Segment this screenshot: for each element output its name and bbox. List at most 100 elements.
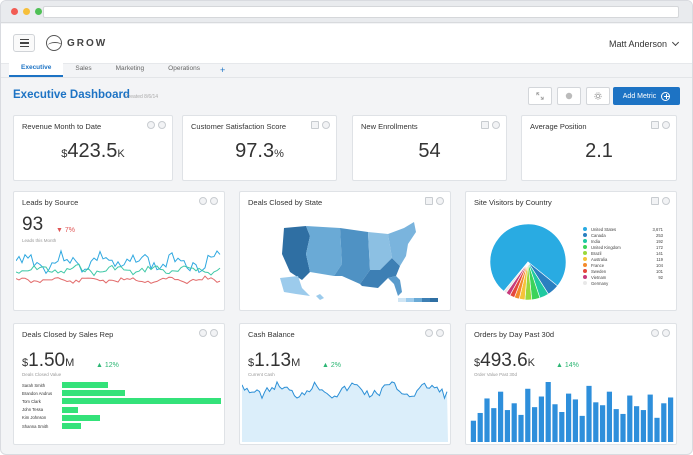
order-bar[interactable]	[477, 412, 483, 442]
rep-row[interactable]: Brandon Andrus	[22, 389, 227, 397]
rep-row[interactable]: Sarah Smith	[22, 381, 227, 389]
order-bar[interactable]	[606, 391, 612, 442]
close-dot[interactable]	[11, 8, 18, 15]
info-icon[interactable]	[662, 329, 670, 337]
order-bar[interactable]	[654, 417, 660, 442]
rep-row[interactable]: Tom Clark	[22, 397, 227, 405]
order-bar[interactable]	[572, 399, 578, 442]
info-icon[interactable]	[662, 121, 670, 129]
us-east-region[interactable]	[388, 222, 416, 266]
leads-card[interactable]: Leads by Source 93 ▼ 7% Leads this Month	[13, 191, 225, 311]
hawaii-region[interactable]	[316, 294, 324, 300]
add-metric-button[interactable]: Add Metric	[613, 87, 680, 105]
address-bar[interactable]	[43, 6, 679, 18]
visitors-card[interactable]: Site Visitors by Country United States 3,…	[465, 191, 677, 311]
database-icon[interactable]	[481, 121, 489, 129]
info-icon[interactable]	[436, 329, 444, 337]
tab-sales[interactable]: Sales	[75, 65, 92, 72]
enrollments-card[interactable]: New Enrollments 54	[352, 115, 507, 181]
order-bar[interactable]	[668, 397, 674, 442]
deals-state-card[interactable]: Deals Closed by State	[239, 191, 451, 311]
info-icon[interactable]	[436, 197, 444, 205]
rep-bar[interactable]	[62, 398, 221, 405]
info-icon[interactable]	[158, 121, 166, 129]
options-icon[interactable]	[651, 329, 659, 337]
pie-slice[interactable]	[503, 261, 529, 294]
pie-slice[interactable]	[489, 223, 567, 292]
order-bar[interactable]	[525, 388, 531, 442]
order-bar[interactable]	[484, 398, 490, 442]
order-bar[interactable]	[579, 415, 585, 442]
rep-bar[interactable]	[62, 390, 125, 397]
order-bar[interactable]	[518, 414, 524, 442]
cash-card[interactable]: Cash Balance $1.13M ▲ 2% Current Cash	[239, 323, 451, 445]
alaska-region[interactable]	[280, 276, 310, 296]
rep-bar[interactable]	[62, 382, 108, 389]
us-mountain-region[interactable]	[306, 226, 342, 276]
order-bar[interactable]	[559, 412, 565, 442]
file-icon[interactable]	[425, 197, 433, 205]
analytics-icon[interactable]	[651, 197, 659, 205]
order-bar[interactable]	[504, 410, 510, 442]
us-south-region[interactable]	[360, 258, 400, 288]
options-icon[interactable]	[147, 121, 155, 129]
order-bar[interactable]	[552, 404, 558, 442]
hamburger-menu-button[interactable]	[13, 34, 35, 52]
order-bar[interactable]	[545, 382, 551, 442]
user-menu[interactable]: Matt Anderson	[609, 38, 680, 49]
us-florida-region[interactable]	[388, 276, 402, 296]
csat-card[interactable]: Customer Satisfaction Score 97.3%	[182, 115, 337, 181]
order-bar[interactable]	[647, 394, 653, 442]
revenue-card[interactable]: Revenue Month to Date $423.5K	[13, 115, 173, 181]
us-plains-region[interactable]	[334, 228, 370, 284]
rep-row[interactable]: Shanna Smith	[22, 422, 227, 430]
order-bar[interactable]	[661, 403, 667, 442]
minimize-dot[interactable]	[23, 8, 30, 15]
rep-row[interactable]: Kim Johnson	[22, 414, 227, 422]
theme-button[interactable]	[557, 87, 581, 105]
orders-card[interactable]: Orders by Day Past 30d $493.6K ▲ 14% Ord…	[465, 323, 677, 445]
order-bar[interactable]	[491, 408, 497, 442]
info-icon[interactable]	[210, 197, 218, 205]
rep-bar[interactable]	[62, 406, 78, 413]
order-bar[interactable]	[634, 406, 640, 442]
order-bar[interactable]	[538, 396, 544, 442]
order-bar[interactable]	[586, 385, 592, 442]
tab-marketing[interactable]: Marketing	[115, 65, 145, 72]
options-icon[interactable]	[199, 329, 207, 337]
fullscreen-button[interactable]	[528, 87, 552, 105]
options-icon[interactable]	[425, 329, 433, 337]
order-bar[interactable]	[620, 413, 626, 442]
us-midwest-region[interactable]	[368, 232, 392, 270]
order-bar[interactable]	[470, 420, 476, 442]
order-bar[interactable]	[532, 407, 538, 442]
order-bar[interactable]	[566, 393, 572, 442]
rep-row[interactable]: John Tessa	[22, 406, 227, 414]
settings-button[interactable]	[586, 87, 610, 105]
chevron-down-icon	[671, 38, 680, 47]
info-icon[interactable]	[492, 121, 500, 129]
logo[interactable]: GROW	[46, 35, 107, 51]
us-west-region[interactable]	[282, 226, 310, 280]
options-icon[interactable]	[199, 197, 207, 205]
tab-operations[interactable]: Operations	[168, 65, 200, 72]
add-tab-button[interactable]: +	[219, 65, 226, 75]
tab-executive[interactable]: Executive	[9, 63, 64, 77]
order-bar[interactable]	[627, 395, 633, 442]
info-icon[interactable]	[322, 121, 330, 129]
position-card[interactable]: Average Position 2.1	[521, 115, 677, 181]
order-bar[interactable]	[511, 403, 517, 442]
maximize-dot[interactable]	[35, 8, 42, 15]
order-bar[interactable]	[613, 409, 619, 442]
rep-bar[interactable]	[62, 414, 100, 421]
rep-bar[interactable]	[62, 423, 81, 430]
database-icon[interactable]	[311, 121, 319, 129]
order-bar[interactable]	[600, 405, 606, 442]
order-bar[interactable]	[498, 391, 504, 442]
deals-rep-card[interactable]: Deals Closed by Sales Rep $1.50M ▲ 12% D…	[13, 323, 225, 445]
order-bar[interactable]	[640, 410, 646, 442]
order-bar[interactable]	[593, 402, 599, 442]
info-icon[interactable]	[210, 329, 218, 337]
info-icon[interactable]	[662, 197, 670, 205]
google-icon[interactable]	[651, 121, 659, 129]
